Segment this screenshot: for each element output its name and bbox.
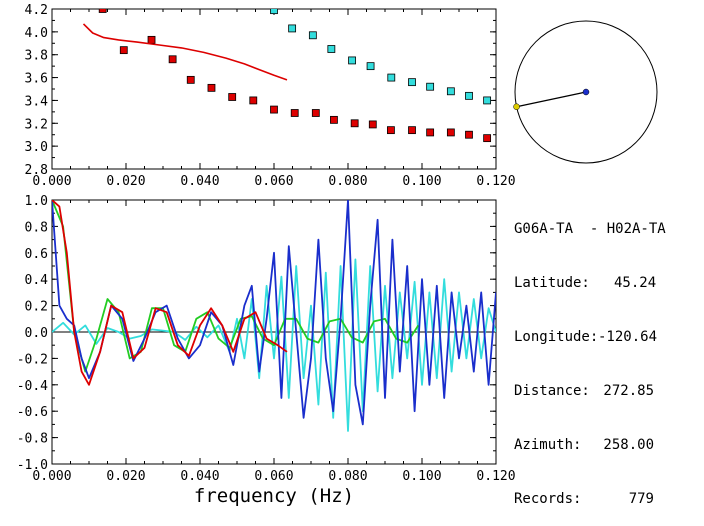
records-value: 779 [628,491,654,507]
map-circle [514,20,658,164]
y-tick-label: 3.6 [25,72,48,87]
data-point-red [119,46,128,55]
data-point-red [483,134,492,143]
y-tick-label: 0.4 [25,273,49,288]
data-point-red [228,93,237,101]
data-point-red [290,109,299,117]
x-tick-label: 0.120 [476,469,515,484]
y-tick-label: 4.0 [25,26,48,41]
data-point-red [311,109,320,117]
data-point-red [350,119,359,128]
data-point-cyan [426,82,435,91]
records-label: Records: [514,491,582,507]
x-tick-label: 0.020 [106,174,145,189]
data-point-cyan [465,91,473,100]
azimuth-value: 258.00 [603,437,654,453]
y-tick-label: 3.4 [25,94,49,109]
x-tick-label: 0.040 [180,469,219,484]
data-point-cyan [327,45,336,53]
x-tick-label: 0.000 [32,469,71,484]
azimuth-ray [516,91,587,108]
station-azimuth-map [513,20,658,164]
data-point-cyan [387,73,396,82]
data-point-red [465,130,473,139]
y-tick-label: 3.0 [25,140,48,155]
x-tick-label: 0.080 [328,469,367,484]
y-tick-label: -0.2 [17,352,48,367]
dispersion-plot: 0.000 0.020 0.040 0.060 0.080 0.100 0.120 2.8 3.… [25,3,516,189]
data-point-red [147,35,156,44]
y-tick-label: 1.0 [25,194,48,209]
azimuth-row: Azimuth: 258.00 [514,436,666,454]
y-tick-label: 0.6 [25,247,48,262]
data-point-red [387,126,395,135]
x-tick-label: 0.000 [32,174,71,189]
y-tick-label: 4.2 [25,3,48,18]
distance-row: Distance: 272.85 [514,382,666,400]
y-tick-label: 3.2 [25,117,48,132]
data-point-red [368,120,377,129]
x-tick-label: 0.100 [402,469,441,484]
longitude-row: Longitude:-120.64 [514,328,666,346]
y-tick-label: 3.8 [25,49,48,64]
data-point-red [426,128,435,137]
data-point-cyan [408,78,416,87]
series-line-line [82,23,288,81]
y-tick-label: 0.2 [25,300,48,315]
top-data [82,9,492,143]
data-point-cyan [483,96,492,105]
data-point-cyan [446,87,455,96]
data-point-red [408,126,416,135]
data-point-cyan [348,56,356,65]
series-line-red [52,200,288,386]
data-point-cyan [366,62,375,71]
x-axis-label: frequency (Hz) [194,485,354,507]
y-tick-label: -0.4 [17,379,48,394]
y-tick-label: -0.8 [17,432,48,447]
data-point-red [330,115,338,124]
x-tick-label: 0.020 [106,469,145,484]
data-point-red [98,9,107,13]
y-tick-label: 0.8 [25,220,48,235]
latitude-value: 45.24 [614,275,657,291]
data-point-red [186,75,195,84]
x-tick-label: 0.060 [254,174,293,189]
latitude-label: Latitude: [514,275,590,291]
azimuth-label: Azimuth: [514,437,582,453]
latitude-row: Latitude: 45.24 [514,274,666,292]
data-point-red [270,105,278,114]
x-tick-label: 0.120 [476,174,515,189]
x-tick-label: 0.100 [402,174,441,189]
x-tick-label: 0.040 [180,174,219,189]
correlation-plot: 0.000 0.020 0.040 0.060 0.080 0.100 0.120 -1.0 -… [17,194,516,507]
data-point-cyan [270,9,278,15]
data-point-red [168,55,177,64]
data-point-cyan [308,31,317,40]
station-dot [513,103,520,111]
data-point-red [249,96,258,105]
x-tick-label: 0.060 [254,469,293,484]
series-line-green [52,200,420,373]
station-dot [582,88,590,96]
y-tick-label: -0.6 [17,405,48,420]
distance-label: Distance: [514,383,590,399]
y-tick-label: -1.0 [17,458,48,473]
data-point-cyan [288,24,297,33]
longitude-label: Longitude: [514,329,599,345]
bottom-data [52,200,496,432]
data-point-red [446,128,455,137]
y-tick-label: 0.0 [25,326,48,341]
info-panel: G06A-TA - H02A-TA Latitude: 45.24 Longitu… [514,184,666,526]
station-pair: G06A-TA - H02A-TA [514,221,666,237]
x-tick-label: 0.080 [328,174,367,189]
y-tick-label: 2.8 [25,163,48,178]
distance-value: 272.85 [603,383,654,399]
longitude-value: -120.64 [598,329,658,345]
data-point-red [207,83,216,92]
records-row: Records: 779 [514,490,666,508]
